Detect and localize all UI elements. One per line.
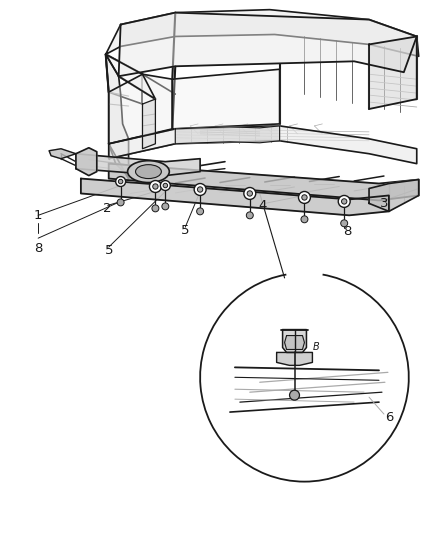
Circle shape (342, 199, 347, 204)
Circle shape (163, 183, 168, 188)
Polygon shape (109, 74, 172, 144)
Ellipse shape (135, 165, 161, 179)
Circle shape (194, 183, 206, 196)
Polygon shape (106, 54, 155, 99)
Polygon shape (76, 154, 200, 175)
Text: B: B (313, 343, 320, 352)
Text: 8: 8 (34, 241, 42, 255)
Text: 6: 6 (385, 410, 393, 424)
Circle shape (197, 208, 204, 215)
Polygon shape (76, 148, 97, 175)
Polygon shape (109, 126, 417, 164)
Circle shape (246, 212, 253, 219)
Text: 1: 1 (34, 209, 42, 222)
Circle shape (290, 390, 300, 400)
Polygon shape (283, 329, 307, 352)
Polygon shape (369, 180, 419, 212)
Circle shape (247, 191, 252, 196)
Polygon shape (119, 13, 417, 76)
Polygon shape (49, 149, 76, 159)
Circle shape (149, 181, 161, 192)
Polygon shape (142, 99, 155, 149)
Circle shape (116, 176, 126, 187)
Circle shape (118, 179, 123, 184)
Polygon shape (172, 69, 279, 129)
Circle shape (341, 220, 348, 227)
Circle shape (153, 184, 158, 189)
Circle shape (301, 216, 308, 223)
Polygon shape (109, 164, 419, 200)
Circle shape (117, 199, 124, 206)
Polygon shape (175, 126, 279, 144)
Text: 3: 3 (380, 197, 388, 210)
Ellipse shape (127, 160, 170, 182)
Text: 8: 8 (343, 225, 351, 238)
Circle shape (160, 181, 170, 190)
Polygon shape (369, 36, 417, 109)
Text: 2: 2 (103, 202, 112, 215)
Polygon shape (277, 352, 312, 365)
Text: 5: 5 (181, 224, 190, 237)
Polygon shape (285, 336, 304, 350)
Circle shape (298, 191, 311, 204)
Circle shape (152, 205, 159, 212)
Circle shape (244, 188, 256, 199)
Circle shape (162, 203, 169, 210)
Polygon shape (106, 54, 129, 179)
Polygon shape (81, 179, 389, 215)
Circle shape (302, 195, 307, 200)
Circle shape (198, 187, 203, 192)
Circle shape (338, 196, 350, 207)
Text: 4: 4 (258, 199, 267, 212)
Polygon shape (106, 10, 419, 56)
Text: 5: 5 (104, 244, 113, 256)
